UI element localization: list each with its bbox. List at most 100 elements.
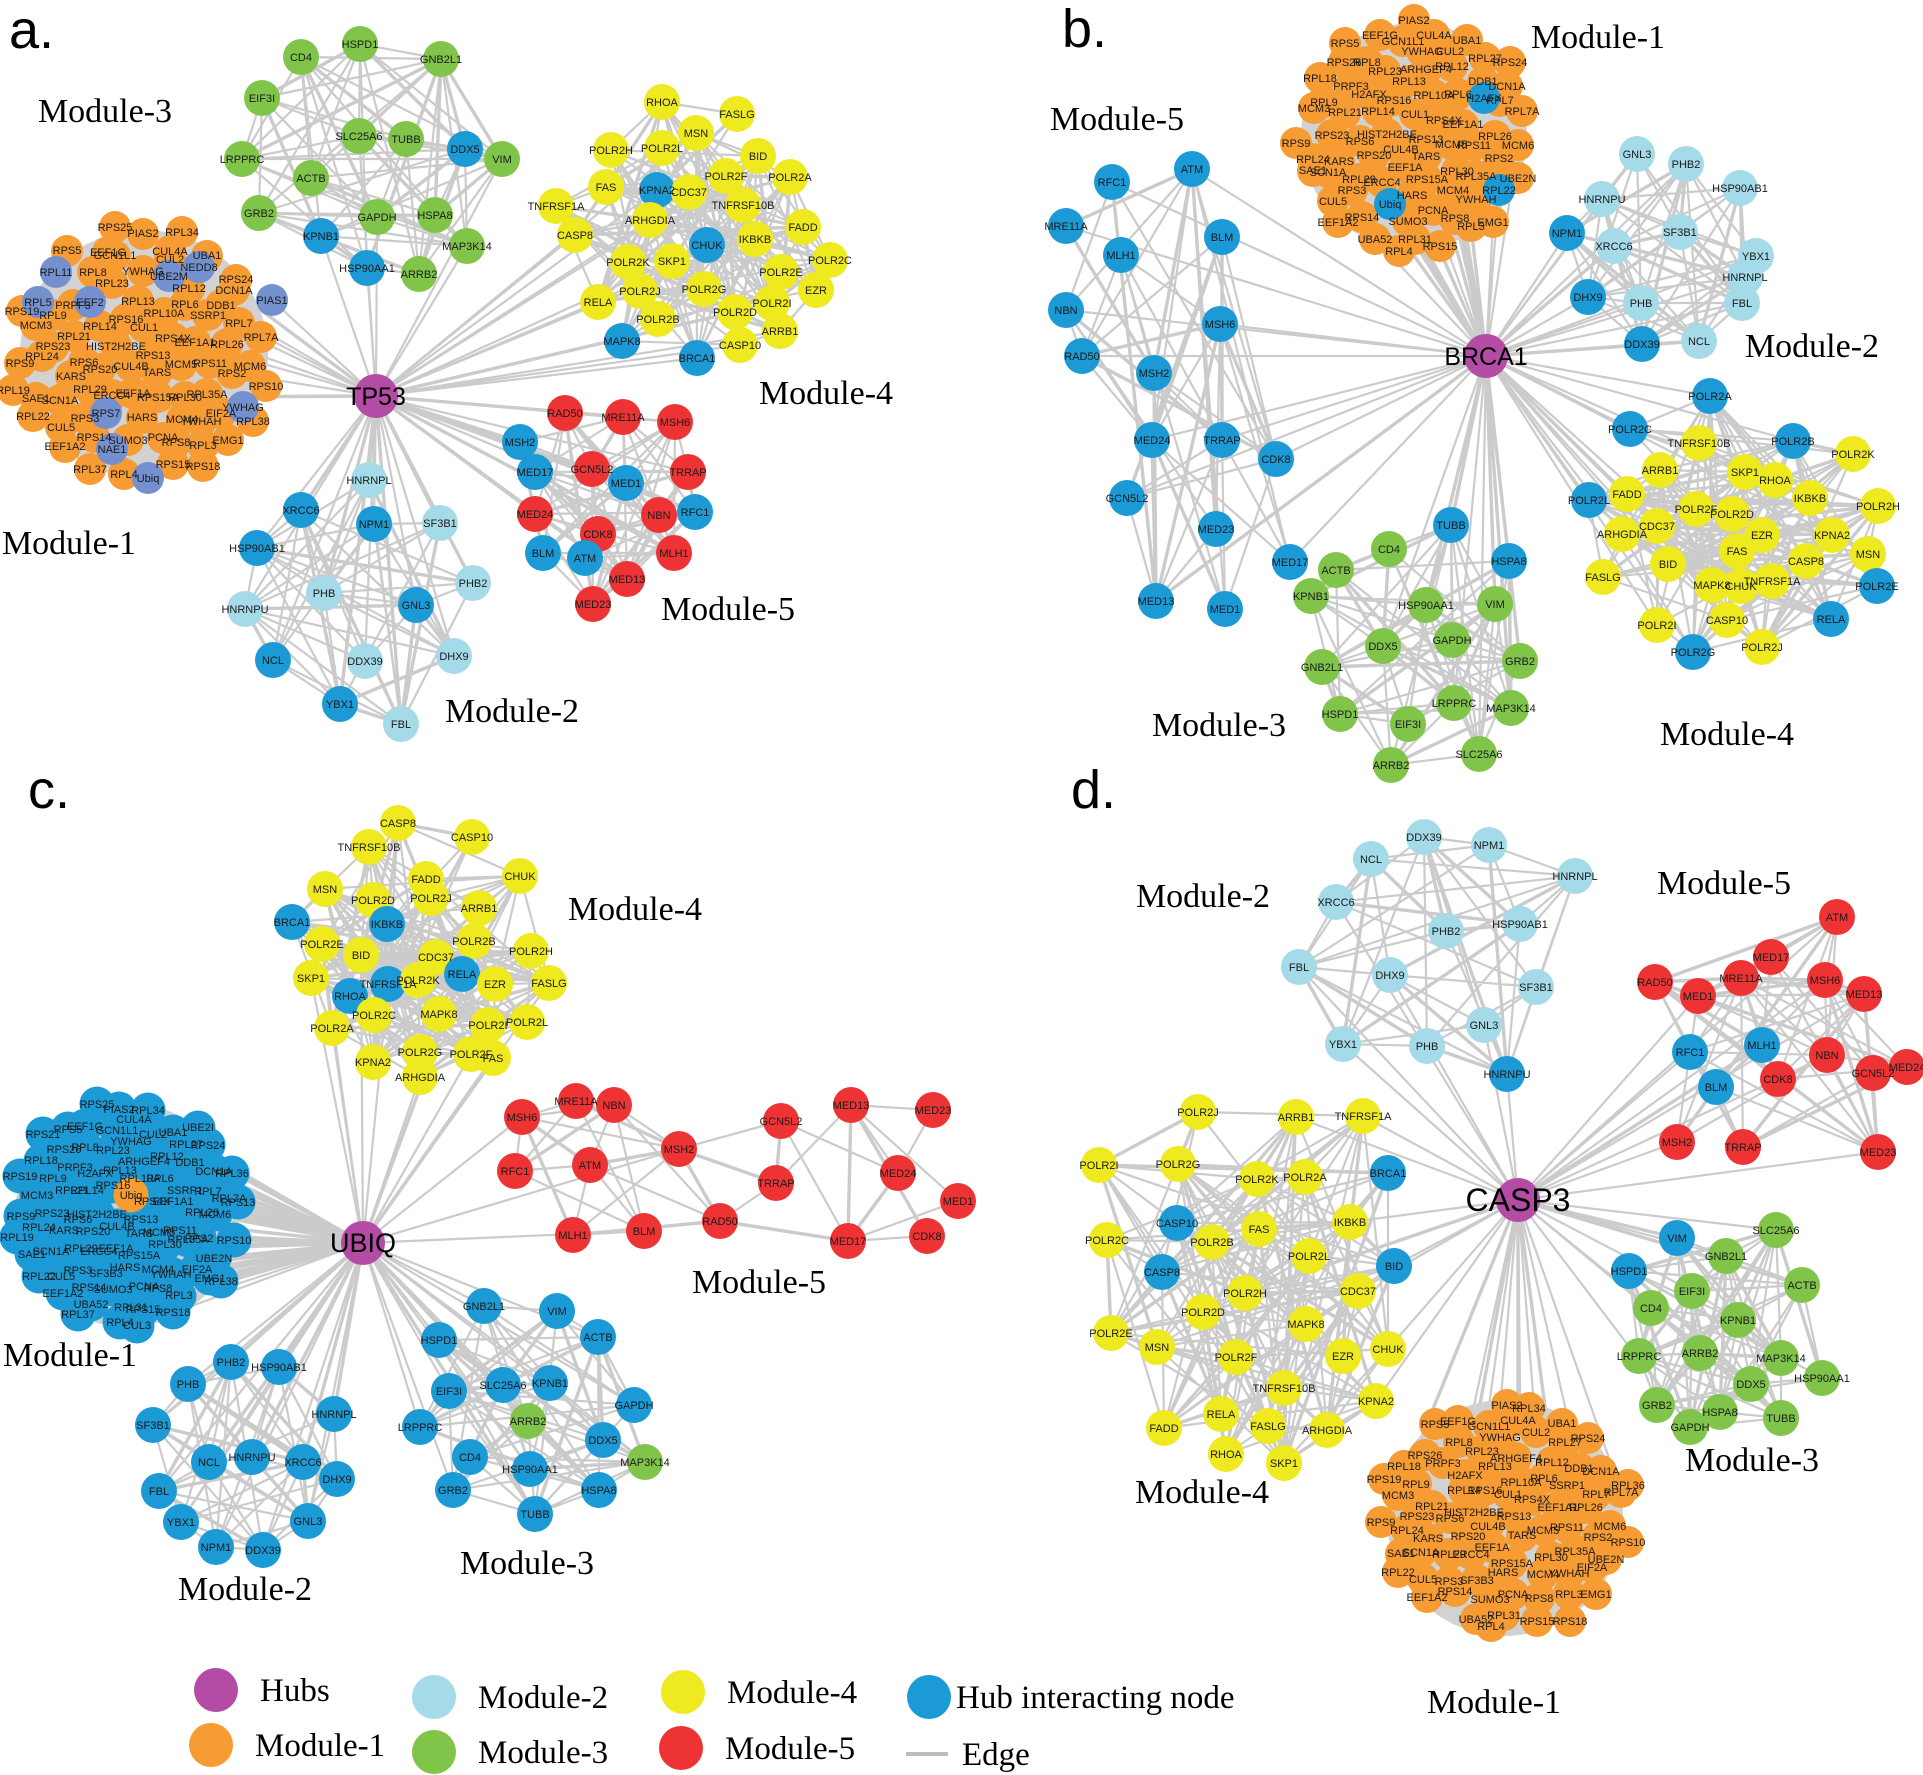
svg-text:POLR2E: POLR2E bbox=[300, 939, 343, 951]
svg-text:MSN: MSN bbox=[1856, 549, 1881, 561]
svg-text:RPL18: RPL18 bbox=[1387, 1461, 1421, 1473]
svg-text:SUMO3: SUMO3 bbox=[1388, 216, 1427, 228]
svg-text:RPL30: RPL30 bbox=[168, 392, 202, 404]
svg-text:VIM: VIM bbox=[492, 154, 512, 166]
svg-text:CDK8: CDK8 bbox=[1763, 1074, 1792, 1086]
svg-text:PHB2: PHB2 bbox=[459, 578, 488, 590]
svg-text:SLC25A6: SLC25A6 bbox=[1752, 1225, 1799, 1237]
svg-text:NBN: NBN bbox=[1054, 305, 1077, 317]
svg-text:MED13: MED13 bbox=[833, 1100, 870, 1112]
svg-text:RPS14: RPS14 bbox=[1345, 212, 1380, 224]
svg-text:RPL26: RPL26 bbox=[185, 1207, 219, 1219]
svg-text:TNFRSF10B: TNFRSF10B bbox=[1253, 1383, 1316, 1395]
svg-text:POLR2J: POLR2J bbox=[1741, 642, 1783, 654]
svg-text:CASP10: CASP10 bbox=[1156, 1218, 1198, 1230]
svg-text:RPS26: RPS26 bbox=[47, 1144, 82, 1156]
svg-text:NPM1: NPM1 bbox=[359, 519, 390, 531]
svg-text:RPS8: RPS8 bbox=[1525, 1593, 1554, 1605]
svg-text:GNL3: GNL3 bbox=[1623, 149, 1652, 161]
svg-text:GAPDH: GAPDH bbox=[1432, 635, 1471, 647]
svg-text:RAD50: RAD50 bbox=[1064, 351, 1099, 363]
svg-text:RPS13: RPS13 bbox=[124, 1214, 159, 1226]
svg-text:POLR2J: POLR2J bbox=[619, 286, 661, 298]
svg-text:DCN1A: DCN1A bbox=[215, 285, 253, 297]
svg-text:Module-1: Module-1 bbox=[1531, 19, 1665, 56]
svg-text:CDC37: CDC37 bbox=[1340, 1286, 1376, 1298]
svg-text:MAP3K14: MAP3K14 bbox=[1486, 703, 1536, 715]
svg-text:SAE1: SAE1 bbox=[1299, 165, 1327, 177]
svg-text:YWHAH: YWHAH bbox=[151, 1269, 192, 1281]
svg-text:EEF1A2: EEF1A2 bbox=[1407, 1592, 1448, 1604]
svg-text:UBA52: UBA52 bbox=[1358, 234, 1393, 246]
svg-text:DDX5: DDX5 bbox=[588, 1435, 617, 1447]
svg-text:RPS11: RPS11 bbox=[1457, 140, 1491, 152]
svg-text:RPS13: RPS13 bbox=[1497, 1511, 1532, 1523]
svg-text:NPM1: NPM1 bbox=[1474, 840, 1505, 852]
svg-text:ARHGDIA: ARHGDIA bbox=[395, 1072, 446, 1084]
svg-text:CUL1: CUL1 bbox=[130, 322, 158, 334]
svg-text:EEF1A: EEF1A bbox=[1475, 1542, 1511, 1554]
svg-text:MED17: MED17 bbox=[1272, 557, 1309, 569]
svg-text:CUL5: CUL5 bbox=[1319, 196, 1347, 208]
svg-text:MED17: MED17 bbox=[1753, 952, 1790, 964]
svg-text:RPS9: RPS9 bbox=[1282, 138, 1311, 150]
svg-text:GCN1L1: GCN1L1 bbox=[94, 250, 137, 262]
svg-text:MED24: MED24 bbox=[1889, 1062, 1923, 1074]
svg-text:DDX39: DDX39 bbox=[1624, 339, 1659, 351]
svg-text:FAS: FAS bbox=[1727, 546, 1748, 558]
svg-text:POLR2H: POLR2H bbox=[1856, 501, 1900, 513]
svg-text:RPL26: RPL26 bbox=[210, 339, 244, 351]
svg-text:RPS24: RPS24 bbox=[191, 1140, 226, 1152]
svg-text:POLR2I: POLR2I bbox=[1637, 620, 1676, 632]
svg-text:UBE2N: UBE2N bbox=[1500, 173, 1537, 185]
svg-text:Module-1: Module-1 bbox=[1427, 1684, 1561, 1721]
svg-text:DDB1: DDB1 bbox=[206, 300, 235, 312]
svg-text:POLR2I: POLR2I bbox=[468, 1020, 507, 1032]
svg-text:Module-3: Module-3 bbox=[460, 1545, 594, 1582]
svg-text:RPL13: RPL13 bbox=[121, 296, 155, 308]
svg-text:Module-1: Module-1 bbox=[255, 1728, 385, 1764]
svg-text:RPL38: RPL38 bbox=[204, 1276, 238, 1288]
svg-text:GNB2L1: GNB2L1 bbox=[420, 54, 462, 66]
svg-text:ARRB2: ARRB2 bbox=[1682, 1348, 1719, 1360]
svg-text:MSH2: MSH2 bbox=[505, 437, 536, 449]
svg-text:RPS23: RPS23 bbox=[1400, 1511, 1435, 1523]
svg-text:CUL4A: CUL4A bbox=[152, 246, 188, 258]
svg-text:FAS: FAS bbox=[483, 1053, 504, 1065]
svg-text:PHB: PHB bbox=[313, 588, 336, 600]
svg-text:RPL9: RPL9 bbox=[39, 310, 67, 322]
svg-text:RPL18: RPL18 bbox=[24, 1155, 58, 1167]
svg-text:EMG1: EMG1 bbox=[1477, 217, 1508, 229]
svg-text:CHUK: CHUK bbox=[1725, 581, 1757, 593]
svg-text:SLC25A6: SLC25A6 bbox=[335, 131, 382, 143]
svg-text:LRPPRC: LRPPRC bbox=[398, 1422, 443, 1434]
svg-text:Module-5: Module-5 bbox=[692, 1264, 826, 1301]
svg-text:EEF1A1: EEF1A1 bbox=[1443, 119, 1484, 131]
svg-text:POLR2A: POLR2A bbox=[1283, 1172, 1327, 1184]
svg-text:EEF1A: EEF1A bbox=[1388, 162, 1424, 174]
svg-text:MRE11A: MRE11A bbox=[554, 1096, 598, 1108]
svg-text:ATM: ATM bbox=[1826, 912, 1848, 924]
svg-text:PRPF3: PRPF3 bbox=[1425, 1458, 1460, 1470]
svg-text:EIF3I: EIF3I bbox=[1395, 719, 1421, 731]
svg-text:MAPK8: MAPK8 bbox=[1693, 580, 1730, 592]
svg-text:HSP90AB1: HSP90AB1 bbox=[1492, 919, 1548, 931]
svg-text:UBA1: UBA1 bbox=[1453, 35, 1482, 47]
svg-text:Module-5: Module-5 bbox=[1050, 101, 1184, 138]
svg-text:MCM4: MCM4 bbox=[1437, 185, 1469, 197]
svg-text:GNL3: GNL3 bbox=[1470, 1020, 1499, 1032]
svg-text:POLR2H: POLR2H bbox=[1223, 1288, 1267, 1300]
svg-text:FADD: FADD bbox=[1612, 489, 1641, 501]
svg-text:BRCA1: BRCA1 bbox=[1370, 1168, 1407, 1180]
svg-text:CDC37: CDC37 bbox=[1639, 521, 1675, 533]
svg-text:POLR2B: POLR2B bbox=[636, 314, 679, 326]
svg-text:RPL34: RPL34 bbox=[131, 1105, 165, 1117]
svg-text:RPS5: RPS5 bbox=[54, 1124, 83, 1136]
svg-text:POLR2L: POLR2L bbox=[641, 143, 683, 155]
svg-text:RPL12: RPL12 bbox=[1535, 1457, 1569, 1469]
svg-text:MAPK8: MAPK8 bbox=[1287, 1319, 1324, 1331]
svg-text:MLH1: MLH1 bbox=[1106, 250, 1135, 262]
svg-text:RAD50: RAD50 bbox=[1637, 977, 1672, 989]
svg-text:POLR2A: POLR2A bbox=[1688, 391, 1732, 403]
svg-text:CHUK: CHUK bbox=[1372, 1344, 1404, 1356]
